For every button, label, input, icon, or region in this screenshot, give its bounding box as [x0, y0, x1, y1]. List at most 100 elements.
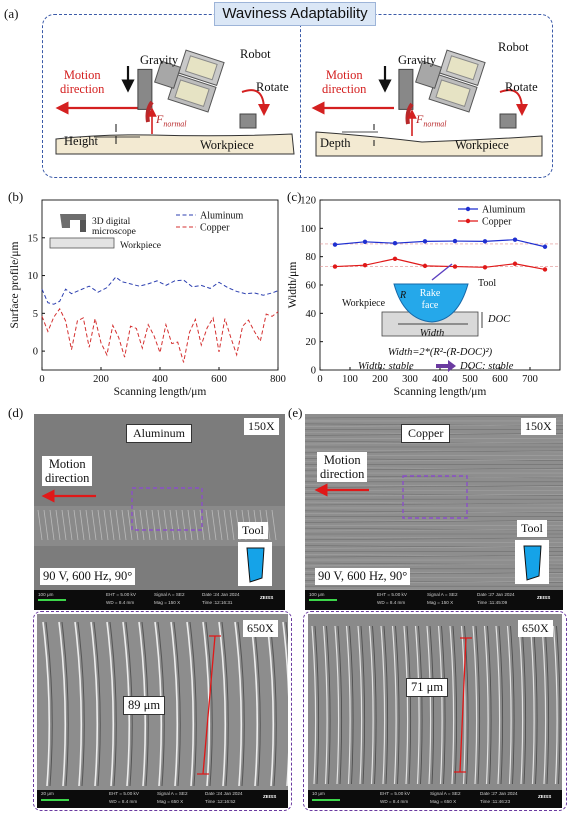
ridge-shadow [406, 625, 412, 785]
ridge [414, 625, 420, 785]
ridge [391, 625, 397, 785]
ridge-shadow [383, 625, 389, 785]
surface-streak [305, 441, 563, 445]
x-tick-label: 300 [402, 374, 418, 385]
tool-icon-d [238, 542, 272, 586]
ridge [234, 621, 243, 787]
eht: EHT = 5.00 kV [377, 592, 407, 597]
groove-mark [211, 509, 217, 541]
workpiece-label-b: Workpiece [120, 241, 161, 251]
motion-label-d: Motion direction [42, 456, 93, 486]
ridge [403, 625, 409, 785]
surface-streak [305, 494, 563, 497]
depth-label: Depth [320, 136, 351, 150]
surface-streak [305, 449, 563, 453]
ridge-shadow [326, 625, 331, 785]
point-aluminum [362, 239, 368, 244]
mag: Mag = 150 X [154, 600, 181, 605]
tool-label-d: Tool [238, 522, 268, 539]
arrow-icon [436, 360, 456, 372]
panel-label-d: (d) [8, 405, 24, 420]
x-tick-label: 700 [522, 374, 538, 385]
sem-image-d-bottom: 650X 89 μm 20 μm EHT = 5.00 kV WD = 8.4 … [37, 614, 288, 808]
ridge-shadow [475, 625, 481, 785]
gravity-label-right: Gravity [398, 53, 437, 67]
mag: Mag = 650 X [430, 799, 457, 804]
x-tick-label: 800 [270, 374, 286, 385]
left-scene [55, 49, 295, 155]
groove-mark [187, 509, 193, 541]
point-aluminum [392, 241, 398, 246]
time: Time :12:16:31 [202, 600, 233, 605]
brand-logo: ZEISS [263, 794, 277, 799]
mag-bottom-e: 650X [518, 620, 553, 637]
eht: EHT = 5.00 kV [380, 791, 410, 796]
ridge-shadow [429, 625, 435, 785]
signal: Signal A = SE2 [157, 791, 188, 796]
ridge-shadow [77, 621, 85, 787]
groove-mark [91, 509, 97, 541]
ridge-shadow [544, 625, 550, 785]
date: Date :24 Jan 2024 [202, 592, 240, 597]
scale-label: 10 μm [312, 791, 325, 796]
panel-a-title: Waviness Adaptability [214, 2, 376, 26]
groove-mark [157, 509, 163, 541]
y-tick-label: 0 [311, 366, 316, 377]
surface-streak [305, 493, 563, 496]
sem-image-d-top: Aluminum 150X Motion direction Tool 90 V… [34, 414, 285, 610]
x-tick-label: 500 [462, 374, 478, 385]
groove-mark [127, 509, 133, 541]
groove-mark [175, 509, 181, 541]
robot-label-left: Robot [240, 47, 271, 61]
point-copper [332, 264, 338, 269]
formula-label: Width=2*(R²-(R-DOC)²) [388, 347, 493, 358]
x-tick-label: 600 [492, 374, 508, 385]
robot-base-right [499, 113, 517, 129]
legend-label-copper: Copper [200, 223, 230, 234]
motion-label-e: Motion direction [317, 452, 368, 482]
point-copper [542, 267, 548, 272]
robot-icon-right [398, 49, 486, 113]
scale-bar [38, 599, 66, 601]
y-axis-label: Surface profile/μm [9, 241, 21, 328]
tool-label-e: Tool [517, 520, 547, 537]
ridge [266, 621, 275, 787]
workpiece-label-right: Workpiece [455, 138, 509, 152]
rake-label-line2: face [422, 300, 439, 311]
ridge [449, 625, 455, 785]
surface-streak [305, 510, 563, 514]
ridge [334, 625, 340, 785]
x-tick-label: 200 [93, 374, 109, 385]
ridge-shadow [521, 625, 527, 785]
time: Time :12:16:52 [205, 799, 236, 804]
y-axis-label: Width/μm [287, 262, 299, 309]
ridge-shadow [221, 621, 229, 787]
panel-label-c: (c) [287, 189, 302, 204]
y-tick-label: 120 [300, 196, 316, 207]
radius-line [431, 263, 453, 281]
robot-label-right: Robot [498, 40, 529, 54]
ridge-shadow [360, 625, 366, 785]
ridge-shadow [45, 621, 53, 787]
time: Time :11:45:09 [477, 600, 508, 605]
gravity-label-left: Gravity [140, 53, 179, 67]
ridge [170, 621, 179, 787]
rake-label-line1: Rake [420, 288, 441, 299]
measure-line-d [202, 635, 216, 775]
tool-section-icon [393, 283, 469, 323]
chart-c: 0 100 200 300 400 500 600 700 0 20 40 60 80 100 120 Sca… [287, 196, 561, 398]
material-tag-d: Aluminum [126, 424, 193, 443]
ridge-shadow [61, 621, 69, 787]
groove-mark [139, 509, 145, 541]
groove-mark [169, 509, 175, 541]
surface-streak [305, 501, 563, 505]
wd: WD = 8.4 mm [380, 799, 409, 804]
workpiece-shape-right [315, 131, 543, 157]
ridge [495, 625, 501, 785]
panel-a-divider [300, 14, 301, 178]
ridge [541, 625, 547, 785]
ridge [250, 621, 259, 787]
scale-label: 100 μm [309, 592, 325, 597]
legend-marker-aluminum [465, 206, 471, 212]
ridge-shadow [253, 621, 261, 787]
